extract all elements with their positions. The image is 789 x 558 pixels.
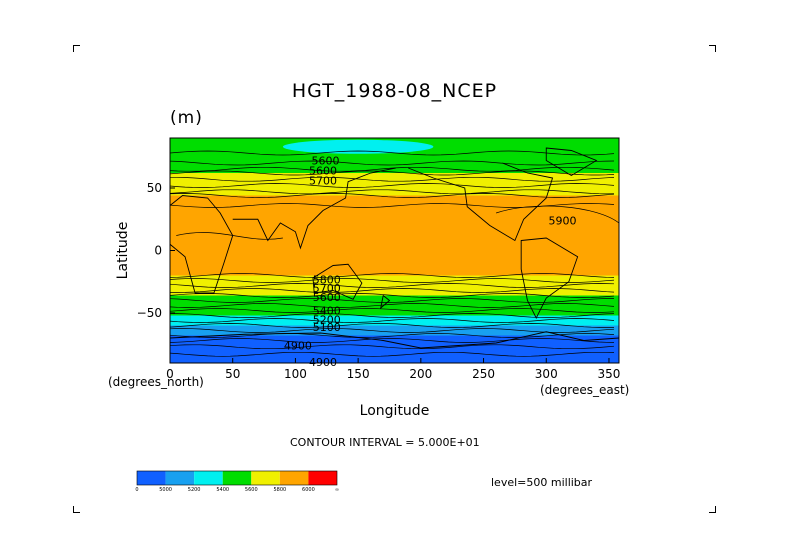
chart-title: HGT_1988-08_NCEP xyxy=(291,80,498,102)
x-axis-label: Longitude xyxy=(360,403,430,419)
x-units-label: (degrees_east) xyxy=(540,383,629,397)
colorbar-tick-0: 0 xyxy=(135,487,138,493)
contour-line-4 xyxy=(170,176,615,182)
contour-line-7 xyxy=(169,193,615,198)
x-tick-label-5: 250 xyxy=(472,367,495,381)
contour-label-0: 5600 xyxy=(312,155,340,168)
coastline-1 xyxy=(232,167,396,250)
contour-line-13 xyxy=(169,293,615,298)
contour-line-17 xyxy=(169,313,615,318)
colorbar-swatch-4 xyxy=(251,471,280,485)
coastline-3 xyxy=(408,162,554,242)
contour-band-7 xyxy=(170,325,619,336)
contour-label-8: 5200 xyxy=(313,313,341,326)
coastline-7 xyxy=(169,331,620,349)
level-text: level=500 millibar xyxy=(491,476,593,489)
contour-line-5 xyxy=(169,183,615,188)
contour-line-22 xyxy=(169,338,615,343)
colorbar-tick-7: ∞ xyxy=(335,487,339,493)
contour-line-3 xyxy=(169,170,615,176)
x-tick-label-2: 100 xyxy=(284,367,307,381)
contour-line-tropical xyxy=(176,232,283,240)
contour-line-9 xyxy=(169,273,615,278)
coastline-2 xyxy=(312,263,363,300)
colorbar-tick-5: 5800 xyxy=(273,487,286,493)
colorbar-tick-4: 5600 xyxy=(245,487,258,493)
contour-label-2: 5700 xyxy=(309,175,337,188)
contour-band-4 xyxy=(170,275,619,296)
colorbar-tick-3: 5400 xyxy=(216,487,229,493)
x-tick-label-7: 350 xyxy=(598,367,621,381)
x-tick-label-3: 150 xyxy=(347,367,370,381)
y-tick-label-2: −50 xyxy=(137,306,162,320)
colorbar-tick-1: 5000 xyxy=(159,487,172,493)
units-label: (m) xyxy=(170,108,203,128)
crop-mark-bottom-right xyxy=(709,506,716,513)
contour-line-20 xyxy=(169,328,615,333)
contour-line-1 xyxy=(169,160,615,166)
colorbar-frame xyxy=(136,470,338,486)
colorbar-swatch-5 xyxy=(279,471,309,485)
contour-line-18 xyxy=(169,318,615,323)
contour-line-16 xyxy=(169,308,615,313)
contour-label-3: 5900 xyxy=(549,215,577,228)
contour-label-10: 4900 xyxy=(284,340,312,353)
contour-label-5: 5700 xyxy=(313,282,341,295)
y-units-label: (degrees_north) xyxy=(108,375,204,389)
colorbar-swatch-1 xyxy=(165,471,195,485)
contour-line-14 xyxy=(169,298,614,303)
contour-band-6 xyxy=(170,315,619,326)
arctic-low-band xyxy=(282,139,434,154)
contour-line-12 xyxy=(169,288,615,293)
crop-mark-top-left xyxy=(73,45,80,52)
contour-label-4: 5800 xyxy=(313,273,341,286)
x-tick-label-0: 0 xyxy=(166,367,174,381)
contour-label-6: 5600 xyxy=(313,291,341,304)
contour-line-19 xyxy=(169,323,615,328)
x-tick-label-6: 300 xyxy=(535,367,558,381)
contour-line-11 xyxy=(169,283,615,288)
contour-line-15 xyxy=(169,303,615,308)
contour-label-7: 5400 xyxy=(313,305,341,318)
contour-line-2 xyxy=(169,166,615,172)
contour-line-6 xyxy=(169,189,615,195)
contour-line-21 xyxy=(169,333,615,338)
contour-line-23 xyxy=(169,344,615,350)
y-axis-label: Latitude xyxy=(115,222,131,280)
contour-band-3 xyxy=(170,195,619,276)
colorbar-swatch-2 xyxy=(194,471,223,485)
contour-band-8 xyxy=(170,335,619,363)
contour-line-5900 xyxy=(495,205,620,224)
contour-interval-text: CONTOUR INTERVAL = 5.000E+01 xyxy=(290,436,480,449)
contour-line-24 xyxy=(169,351,615,357)
coastline-0 xyxy=(169,195,234,294)
colorbar-swatch-3 xyxy=(222,471,252,485)
contour-band-5 xyxy=(170,295,619,316)
y-tick-label-1: 0 xyxy=(154,244,162,258)
colorbar-swatch-0 xyxy=(137,471,166,485)
coastline-4 xyxy=(520,237,579,320)
colorbar-tick-6: 6000 xyxy=(302,487,315,493)
x-tick-label-1: 50 xyxy=(225,367,240,381)
colorbar-tick-2: 5200 xyxy=(188,487,201,493)
crop-mark-bottom-left xyxy=(73,506,80,513)
contour-label-1: 5600 xyxy=(309,165,337,178)
contour-line-10 xyxy=(169,278,615,283)
contour-label-9: 5100 xyxy=(313,321,341,334)
colorbar-swatch-6 xyxy=(308,471,337,485)
contour-label-11: 4900 xyxy=(309,356,337,369)
coastline-6 xyxy=(380,294,391,310)
x-tick-label-4: 200 xyxy=(409,367,432,381)
contour-line-8 xyxy=(169,203,615,208)
contour-line-0 xyxy=(169,150,615,156)
y-tick-label-0: 50 xyxy=(147,181,162,195)
coastline-5 xyxy=(545,147,598,177)
crop-mark-top-right xyxy=(709,45,716,52)
